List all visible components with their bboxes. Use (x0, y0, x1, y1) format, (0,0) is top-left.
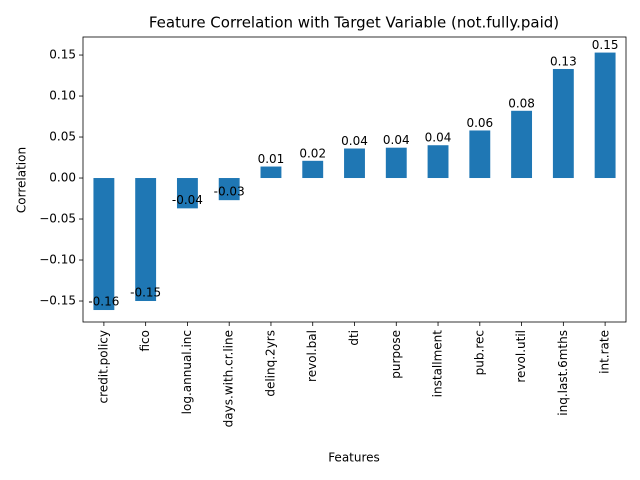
bar (594, 52, 616, 179)
value-label: -0.15 (130, 286, 161, 300)
bar (260, 166, 282, 179)
x-tick-label: purpose (389, 330, 403, 379)
bar (344, 148, 365, 179)
x-tick-label: inq.last.6mths (556, 330, 570, 416)
value-label: -0.03 (214, 185, 245, 199)
value-label: 0.02 (299, 146, 326, 160)
bar (135, 178, 157, 302)
value-label: 0.04 (383, 133, 410, 147)
value-label: 0.13 (550, 54, 577, 68)
x-tick-label: days.with.cr.line (222, 330, 236, 427)
plot-frame (82, 36, 627, 323)
value-label: 0.01 (258, 152, 285, 166)
x-tick-label: int.rate (598, 330, 612, 374)
y-tick-label: 0.00 (49, 171, 76, 185)
bar (469, 130, 491, 179)
y-tick-label: −0.15 (39, 294, 76, 308)
bar (427, 145, 449, 179)
x-tick-label: credit.policy (96, 330, 110, 403)
value-label: 0.04 (425, 131, 452, 145)
y-tick-label: 0.10 (49, 89, 76, 103)
x-tick-label: revol.bal (305, 330, 319, 382)
value-label: 0.15 (592, 38, 619, 52)
bar (176, 178, 198, 209)
bar (218, 178, 240, 201)
bar (93, 178, 115, 311)
x-tick-label: pub.rec (472, 330, 486, 375)
bar (552, 68, 574, 179)
bar (511, 110, 533, 179)
value-label: 0.08 (508, 96, 535, 110)
chart-title: Feature Correlation with Target Variable… (149, 14, 559, 32)
value-label: -0.16 (88, 295, 119, 309)
value-label: 0.04 (341, 134, 368, 148)
value-label: -0.04 (172, 193, 203, 207)
x-tick-label: installment (431, 330, 445, 398)
y-tick-label: 0.05 (49, 130, 76, 144)
value-label: 0.06 (466, 116, 493, 130)
bar (385, 147, 407, 179)
x-tick-label: delinq.2yrs (263, 330, 277, 397)
x-tick-label: revol.util (514, 330, 528, 383)
x-tick-label: fico (138, 330, 152, 352)
y-tick-label: −0.05 (39, 212, 76, 226)
y-axis-label: Correlation (15, 147, 29, 213)
x-tick-label: dti (347, 330, 361, 346)
bar (302, 160, 324, 179)
x-tick-label: log.annual.inc (180, 330, 194, 414)
x-axis-label: Features (328, 451, 380, 465)
y-tick-label: 0.15 (49, 48, 76, 62)
y-tick-label: −0.10 (39, 253, 76, 267)
